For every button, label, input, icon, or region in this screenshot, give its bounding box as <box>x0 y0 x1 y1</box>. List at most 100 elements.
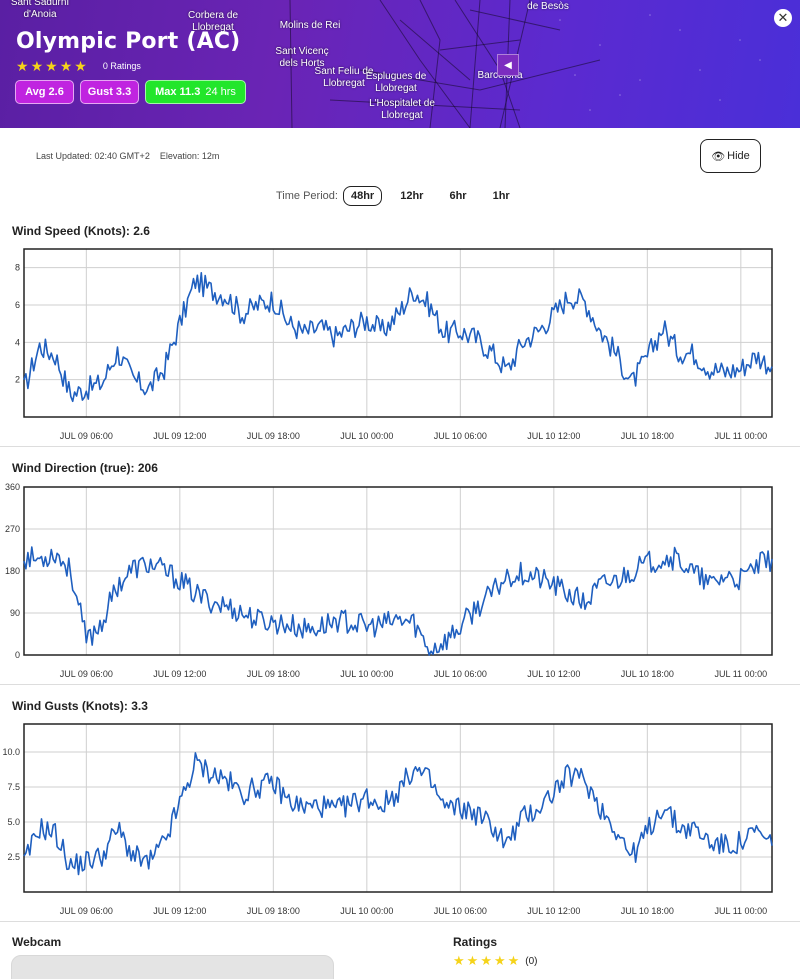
y-tick-label: 5.0 <box>7 817 20 827</box>
star-icon: ★ <box>45 58 58 74</box>
webcam-title: Webcam <box>12 935 62 949</box>
close-icon: ✕ <box>777 10 789 25</box>
star-icon[interactable]: ★ <box>453 953 465 968</box>
x-tick-label: JUL 11 00:00 <box>715 906 768 916</box>
y-tick-label: 10.0 <box>2 747 20 757</box>
hide-button[interactable]: 👁 Hide <box>700 139 761 173</box>
divider <box>0 446 800 447</box>
series-line <box>23 272 773 403</box>
x-tick-label: JUL 09 18:00 <box>247 669 300 679</box>
plot-frame <box>23 248 773 418</box>
y-tick-label: 8 <box>15 263 20 273</box>
x-tick-label: JUL 10 00:00 <box>340 431 393 441</box>
max-wind-badge[interactable]: Max 11.3 24 hrs <box>145 80 246 104</box>
divider <box>0 921 800 922</box>
wind-gusts-chart[interactable]: JUL 09 06:00 JUL 09 12:00 JUL 09 18:00 JUL … <box>0 715 800 920</box>
x-tick-label: JUL 10 18:00 <box>621 669 674 679</box>
webcam-image[interactable] <box>11 955 334 979</box>
star-icon: ★ <box>74 58 87 74</box>
x-tick-label: JUL 09 18:00 <box>247 431 300 441</box>
time-period-label: Time Period: <box>276 190 338 202</box>
series-line <box>23 546 773 656</box>
wind-direction-chart[interactable]: JUL 09 06:00 JUL 09 12:00 JUL 09 18:00 JUL … <box>0 478 800 683</box>
ratings-count: (0) <box>525 955 538 967</box>
x-tick-label: JUL 09 12:00 <box>153 906 206 916</box>
map-label: Esplugues de Llobregat <box>365 71 427 94</box>
header-star-rating[interactable]: ★ ★ ★ ★ ★ 0 Ratings <box>16 59 141 73</box>
y-tick-label: 90 <box>10 608 20 618</box>
star-icon: ★ <box>59 58 73 74</box>
star-icon[interactable]: ★ <box>466 953 479 968</box>
y-tick-label: 0 <box>15 650 20 660</box>
ratings-title: Ratings <box>453 935 498 949</box>
time-period-48hr[interactable]: 48hr <box>342 186 383 206</box>
wind-gusts-title: Wind Gusts (Knots): 3.3 <box>12 699 148 713</box>
ratings-count: 0 Ratings <box>102 61 141 71</box>
x-tick-label: JUL 11 00:00 <box>715 669 768 679</box>
x-tick-label: JUL 10 00:00 <box>340 906 393 916</box>
map-label: Sant Vicenç dels Horts <box>275 46 329 69</box>
map-label: Corbera de Llobregat <box>187 10 239 33</box>
y-tick-label: 270 <box>5 524 20 534</box>
x-tick-label: JUL 10 12:00 <box>527 431 580 441</box>
map-label: Sant Feliu de Llobregat <box>314 66 374 89</box>
x-tick-label: JUL 09 06:00 <box>60 669 113 679</box>
y-tick-label: 180 <box>5 566 20 576</box>
close-button[interactable]: ✕ <box>774 9 792 27</box>
divider <box>0 684 800 685</box>
max-wind-period: 24 hrs <box>205 86 236 98</box>
star-icon[interactable]: ★ <box>493 953 506 968</box>
y-tick-label: 360 <box>5 482 20 492</box>
gust-badge[interactable]: Gust 3.3 <box>80 80 139 104</box>
y-tick-label: 2.5 <box>7 852 20 862</box>
star-icon[interactable]: ★ <box>480 953 492 968</box>
series-line <box>23 752 773 876</box>
map-marker-icon[interactable]: ◀ <box>497 54 519 76</box>
x-tick-label: JUL 10 00:00 <box>340 669 393 679</box>
y-tick-label: 7.5 <box>7 782 20 792</box>
time-period-12hr[interactable]: 12hr <box>400 190 424 202</box>
y-tick-label: 6 <box>15 300 20 310</box>
map-label: Sant Sadurní d'Anoia <box>10 0 70 20</box>
y-tick-label: 2 <box>15 375 20 385</box>
x-tick-label: JUL 09 06:00 <box>60 431 113 441</box>
eye-slash-icon: 👁 <box>711 150 726 163</box>
map-label: Molins de Rei <box>279 20 341 31</box>
map-background[interactable] <box>0 0 800 128</box>
wind-speed-title: Wind Speed (Knots): 2.6 <box>12 224 150 238</box>
x-tick-label: JUL 09 18:00 <box>247 906 300 916</box>
x-tick-label: JUL 10 18:00 <box>621 906 674 916</box>
wind-speed-chart[interactable]: JUL 09 06:00 JUL 09 12:00 JUL 09 18:00 JUL … <box>0 240 800 445</box>
x-tick-label: JUL 10 12:00 <box>527 906 580 916</box>
star-icon[interactable]: ★ <box>507 953 520 968</box>
x-tick-label: JUL 09 12:00 <box>153 431 206 441</box>
x-tick-label: JUL 10 18:00 <box>621 431 674 441</box>
time-period-1hr[interactable]: 1hr <box>492 190 510 202</box>
map-label: L'Hospitalet de Llobregat <box>369 98 435 121</box>
last-updated-info: Last Updated: 02:40 GMT+2 Elevation: 12m <box>36 151 219 161</box>
avg-wind-badge[interactable]: Avg 2.6 <box>15 80 74 104</box>
star-icon: ★ <box>30 58 44 74</box>
x-tick-label: JUL 09 06:00 <box>60 906 113 916</box>
x-tick-label: JUL 10 12:00 <box>527 669 580 679</box>
plot-frame <box>23 723 773 893</box>
x-tick-label: JUL 11 00:00 <box>715 431 768 441</box>
star-icon: ★ <box>16 58 29 74</box>
wind-direction-title: Wind Direction (true): 206 <box>12 461 158 475</box>
y-tick-label: 4 <box>15 337 20 347</box>
x-tick-label: JUL 10 06:00 <box>434 669 487 679</box>
elevation-text: Elevation: 12m <box>159 151 220 161</box>
station-header: Sant Sadurní d'Anoia Corbera de Llobrega… <box>0 0 800 128</box>
x-tick-label: JUL 09 12:00 <box>153 669 206 679</box>
last-updated-text: Last Updated: 02:40 GMT+2 <box>36 151 150 161</box>
max-wind-value: Max 11.3 <box>155 86 201 98</box>
x-tick-label: JUL 10 06:00 <box>434 906 487 916</box>
x-tick-label: JUL 10 06:00 <box>434 431 487 441</box>
station-name: Olympic Port (AC) <box>16 29 241 54</box>
rating-stars[interactable]: ★ ★ ★ ★ ★ (0) <box>453 954 538 968</box>
time-period-6hr[interactable]: 6hr <box>449 190 467 202</box>
hide-label: Hide <box>727 150 750 162</box>
plot-frame <box>23 486 773 656</box>
time-period-selector: Time Period: 48hr 12hr 6hr 1hr <box>276 186 528 206</box>
map-label: de Besòs <box>527 1 569 12</box>
